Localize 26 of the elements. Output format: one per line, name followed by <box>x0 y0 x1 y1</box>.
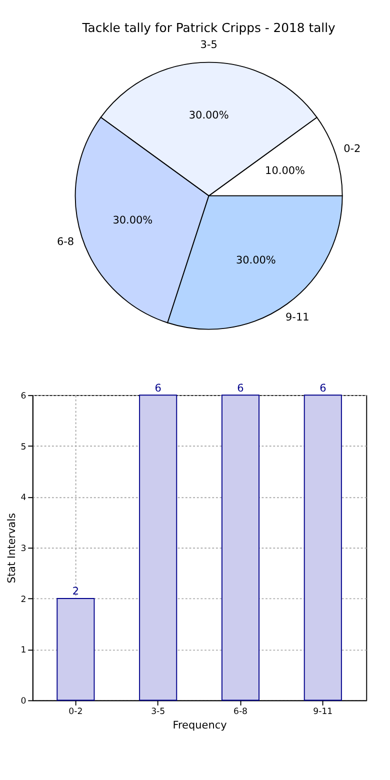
y-tick-label: 2 <box>20 594 26 605</box>
data-label: 6 <box>320 382 326 394</box>
data-label: 6 <box>154 382 162 394</box>
slice-label: 3-5 <box>200 39 218 52</box>
x-tick-label: 0-2 <box>68 707 83 718</box>
x-axis-title: Frequency <box>172 719 227 732</box>
y-tick-label: 5 <box>20 442 26 452</box>
y-axis-title: Stat Intervals <box>6 513 18 584</box>
y-tick-label: 1 <box>20 646 26 656</box>
slice-label: 0-2 <box>344 143 361 156</box>
x-tick-label: 6-8 <box>233 707 248 718</box>
slice-label: 6-8 <box>56 236 74 248</box>
data-label: 30.00% <box>188 110 229 122</box>
x-tick-label: 3-5 <box>151 707 166 718</box>
data-label: 6 <box>237 382 244 394</box>
x-tick-label: 9-11 <box>313 707 333 718</box>
data-label: 30.00% <box>112 214 153 226</box>
y-tick-label: 6 <box>20 391 26 402</box>
y-tick-label: 3 <box>20 544 26 554</box>
y-tick-label: 4 <box>20 493 26 504</box>
slice-label: 9-11 <box>286 312 310 324</box>
data-label: 10.00% <box>265 164 306 177</box>
data-label: 30.00% <box>236 254 276 266</box>
y-tick-label: 0 <box>20 696 26 707</box>
data-label: 2 <box>72 586 80 598</box>
chart-title: Tackle tally for Patrick Cripps - 2018 tally <box>81 20 336 35</box>
